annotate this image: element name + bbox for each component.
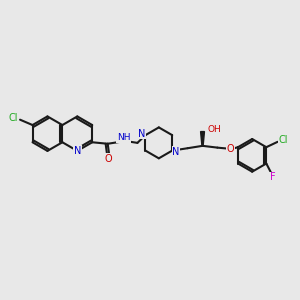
Text: O: O (227, 144, 235, 154)
Text: O: O (105, 154, 112, 164)
Polygon shape (201, 132, 205, 146)
Text: Cl: Cl (9, 113, 18, 123)
Text: NH: NH (117, 133, 130, 142)
Text: N: N (74, 146, 81, 156)
Text: N: N (138, 129, 146, 139)
Text: N: N (172, 147, 179, 157)
Text: OH: OH (208, 125, 221, 134)
Text: F: F (270, 172, 276, 182)
Text: Cl: Cl (279, 135, 288, 145)
